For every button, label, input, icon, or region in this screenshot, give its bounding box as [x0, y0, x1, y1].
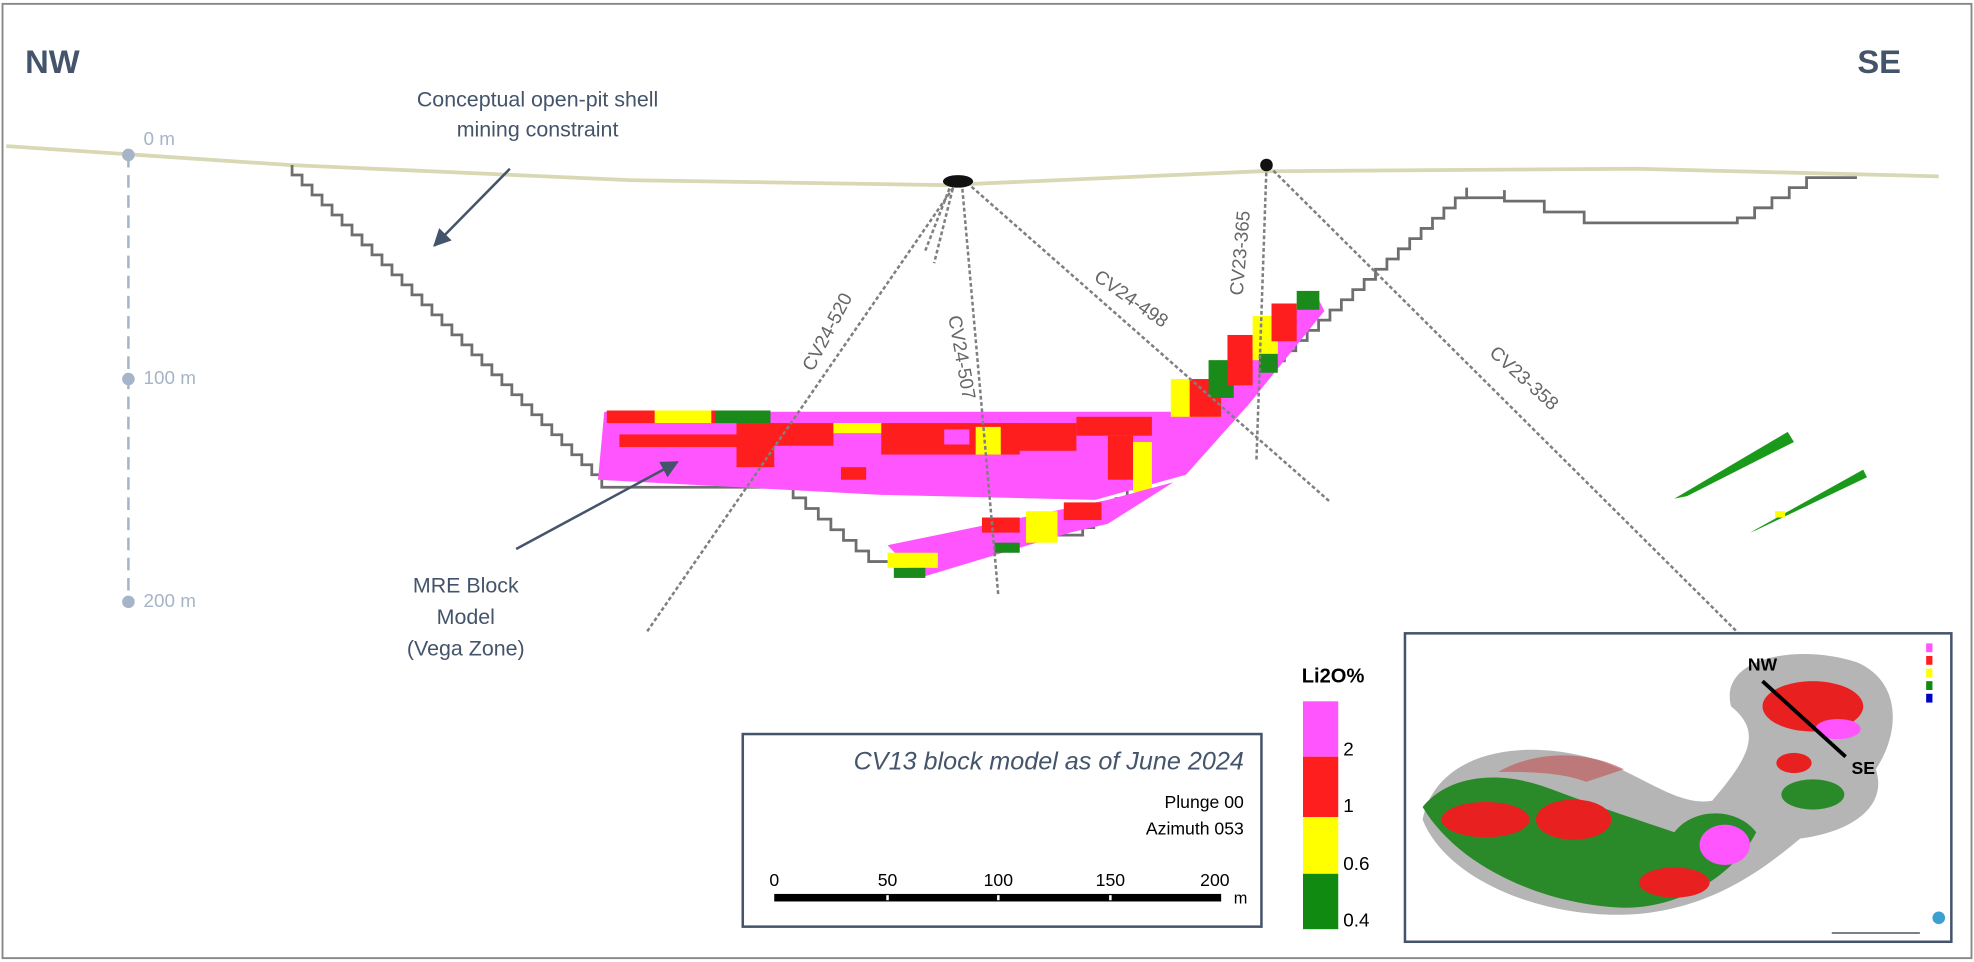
- azimuth: Azimuth 053: [1146, 818, 1244, 838]
- info-box: CV13 block model as of June 2024 Plunge …: [741, 732, 1263, 928]
- depth-label: 0 m: [144, 129, 175, 150]
- block-arrow: [515, 461, 679, 551]
- scale-label: 0: [769, 870, 779, 890]
- depth-label: 200 m: [144, 591, 196, 612]
- depth-scale: 0 m 100 m 200 m: [122, 129, 196, 612]
- block-note: MRE Block: [413, 573, 519, 597]
- scale-label: 150: [1096, 870, 1126, 890]
- legend-label: 2: [1343, 739, 1354, 760]
- plunge: Plunge 00: [1165, 792, 1245, 812]
- inset-se: SE: [1851, 758, 1875, 778]
- scale-label: 200: [1200, 870, 1230, 890]
- scale-unit: m: [1234, 889, 1248, 907]
- direction-nw: NW: [25, 43, 80, 80]
- legend-title: Li2O%: [1302, 666, 1365, 688]
- drill-trace: [932, 182, 956, 264]
- box-title: CV13 block model as of June 2024: [854, 748, 1244, 776]
- topography: [6, 144, 1939, 188]
- drill-trace: [644, 181, 958, 635]
- depth-label: 100 m: [144, 368, 196, 389]
- drill-trace: [1255, 166, 1268, 461]
- inset-nw: NW: [1748, 655, 1778, 675]
- pit-shell: [290, 165, 1857, 563]
- legend-label: 0.4: [1343, 911, 1369, 932]
- direction-se: SE: [1857, 43, 1901, 80]
- pit-outline: [290, 165, 1857, 563]
- legend-label: 1: [1343, 796, 1354, 817]
- scale-label: 100: [984, 870, 1014, 890]
- pit-arrow: [433, 167, 511, 247]
- block-note: Model: [437, 605, 495, 629]
- legend-label: 0.6: [1343, 854, 1369, 875]
- inset-map: NW SE: [1403, 632, 1953, 944]
- pit-note: Conceptual open-pit shell: [417, 87, 658, 111]
- drill-trace: [966, 181, 1332, 504]
- drill-trace: [1268, 165, 1740, 635]
- block-note: (Vega Zone): [407, 636, 525, 660]
- scale-label: 50: [878, 870, 898, 890]
- pit-note: mining constraint: [457, 118, 619, 142]
- block-model: [597, 290, 1867, 578]
- legend: Li2O% 2 1 0.6 0.4: [1302, 666, 1370, 932]
